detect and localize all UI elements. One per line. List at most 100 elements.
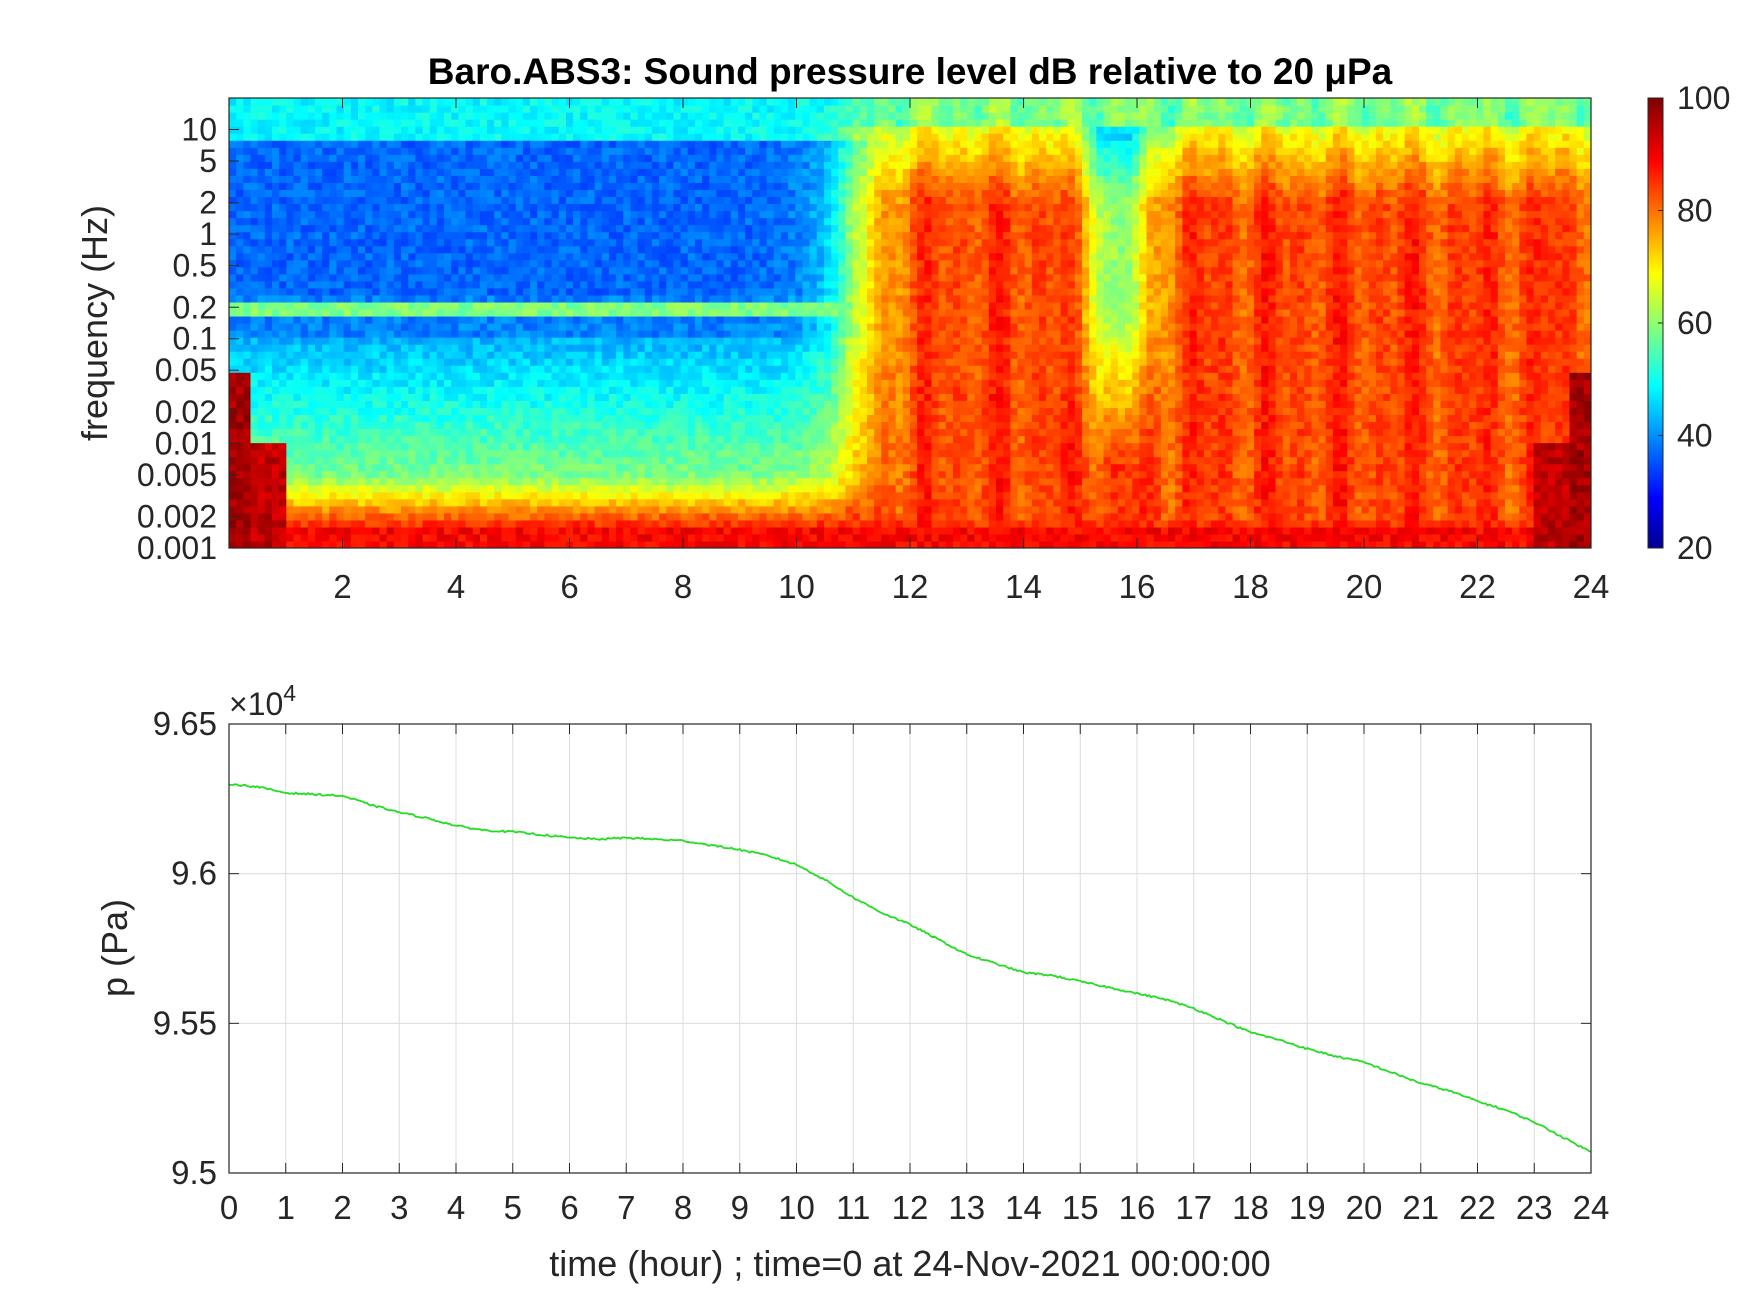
heatmap-cell	[608, 259, 617, 268]
heatmap-cell	[229, 161, 237, 169]
heatmap-cell	[379, 287, 388, 296]
heatmap-cell	[623, 526, 632, 535]
heatmap-cell	[573, 379, 581, 387]
heatmap-cell	[709, 414, 718, 423]
heatmap-cell	[229, 259, 237, 268]
heatmap-cell	[465, 140, 474, 148]
heatmap-cell	[601, 182, 610, 191]
heatmap-cell	[272, 189, 280, 198]
heatmap-cell	[666, 315, 675, 324]
heatmap-cell	[666, 491, 675, 500]
heatmap-cell	[630, 351, 639, 359]
heatmap-cell	[458, 168, 467, 176]
heatmap-cell	[687, 182, 696, 191]
heatmap-cell	[522, 491, 531, 500]
heatmap-cell	[444, 266, 452, 275]
heatmap-cell	[551, 449, 560, 458]
heatmap-cell	[737, 315, 746, 324]
heatmap-cell	[651, 533, 660, 542]
heatmap-cell	[286, 498, 295, 507]
heatmap-cell	[644, 428, 653, 437]
heatmap-cell	[350, 407, 359, 416]
heatmap-cell	[293, 315, 302, 324]
heatmap-cell	[408, 505, 416, 514]
heatmap-cell	[408, 372, 416, 380]
heatmap-cell	[551, 330, 560, 338]
heatmap-cell	[737, 105, 746, 113]
heatmap-cell	[687, 456, 696, 465]
heatmap-cell	[558, 182, 567, 191]
heatmap-cell	[702, 435, 710, 444]
heatmap-cell	[580, 119, 589, 127]
heatmap-cell	[773, 372, 782, 380]
heatmap-cell	[501, 421, 510, 430]
heatmap-cell	[666, 280, 675, 289]
heatmap-cell	[651, 238, 660, 247]
heatmap-cell	[522, 245, 531, 254]
heatmap-cell	[745, 126, 753, 134]
heatmap-cell	[279, 238, 287, 247]
heatmap-cell	[501, 210, 510, 219]
heatmap-cell	[752, 301, 761, 310]
heatmap-cell	[286, 259, 295, 268]
heatmap-cell	[630, 161, 639, 169]
heatmap-cell	[422, 330, 431, 338]
heatmap-cell	[343, 540, 352, 548]
heatmap-cell	[479, 491, 488, 500]
heatmap-cell	[508, 442, 517, 451]
heatmap-cell	[479, 203, 488, 212]
heatmap-cell	[293, 386, 302, 394]
heatmap-cell	[544, 344, 553, 352]
heatmap-cell	[487, 442, 495, 451]
heatmap-cell	[329, 428, 338, 437]
heatmap-cell	[623, 323, 632, 331]
heatmap-cell	[544, 358, 553, 366]
heatmap-cell	[264, 393, 273, 401]
heatmap-cell	[723, 196, 732, 205]
heatmap-cell	[537, 140, 546, 148]
heatmap-cell	[329, 112, 338, 120]
heatmap-cell	[508, 463, 517, 472]
heatmap-cell	[580, 196, 589, 205]
heatmap-cell	[666, 519, 675, 528]
heatmap-cell	[594, 315, 603, 324]
heatmap-cell	[257, 365, 266, 373]
heatmap-cell	[236, 273, 244, 282]
heatmap-cell	[737, 175, 746, 183]
heatmap-cell	[358, 252, 366, 261]
heatmap-cell	[322, 323, 330, 331]
heatmap-cell	[436, 252, 445, 261]
heatmap-cell	[250, 449, 259, 458]
heatmap-cell	[264, 400, 273, 408]
heatmap-cell	[429, 189, 438, 198]
heatmap-cell	[279, 323, 287, 331]
heatmap-cell	[236, 287, 244, 296]
heatmap-cell	[286, 477, 295, 486]
heatmap-cell	[494, 238, 502, 247]
heatmap-cell	[393, 238, 402, 247]
heatmap-cell	[587, 126, 596, 134]
heatmap-cell	[544, 519, 553, 528]
heatmap-cell	[264, 470, 273, 479]
heatmap-cell	[716, 245, 725, 254]
heatmap-cell	[372, 365, 381, 373]
heatmap-cell	[766, 330, 775, 338]
heatmap-cell	[264, 147, 273, 155]
heatmap-cell	[580, 365, 589, 373]
heatmap-cell	[537, 189, 546, 198]
heatmap-cell	[544, 512, 553, 521]
heatmap-cell	[422, 182, 431, 191]
heatmap-cell	[551, 259, 560, 268]
heatmap-cell	[666, 533, 675, 542]
heatmap-cell	[680, 344, 689, 352]
heatmap-cell	[257, 140, 266, 148]
heatmap-cell	[444, 140, 452, 148]
heatmap-cell	[350, 435, 359, 444]
heatmap-cell	[229, 154, 237, 162]
heatmap-cell	[508, 540, 517, 548]
heatmap-cell	[236, 435, 244, 444]
heatmap-cell	[594, 358, 603, 366]
heatmap-cell	[408, 273, 416, 282]
heatmap-cell	[694, 182, 703, 191]
heatmap-cell	[544, 119, 553, 127]
